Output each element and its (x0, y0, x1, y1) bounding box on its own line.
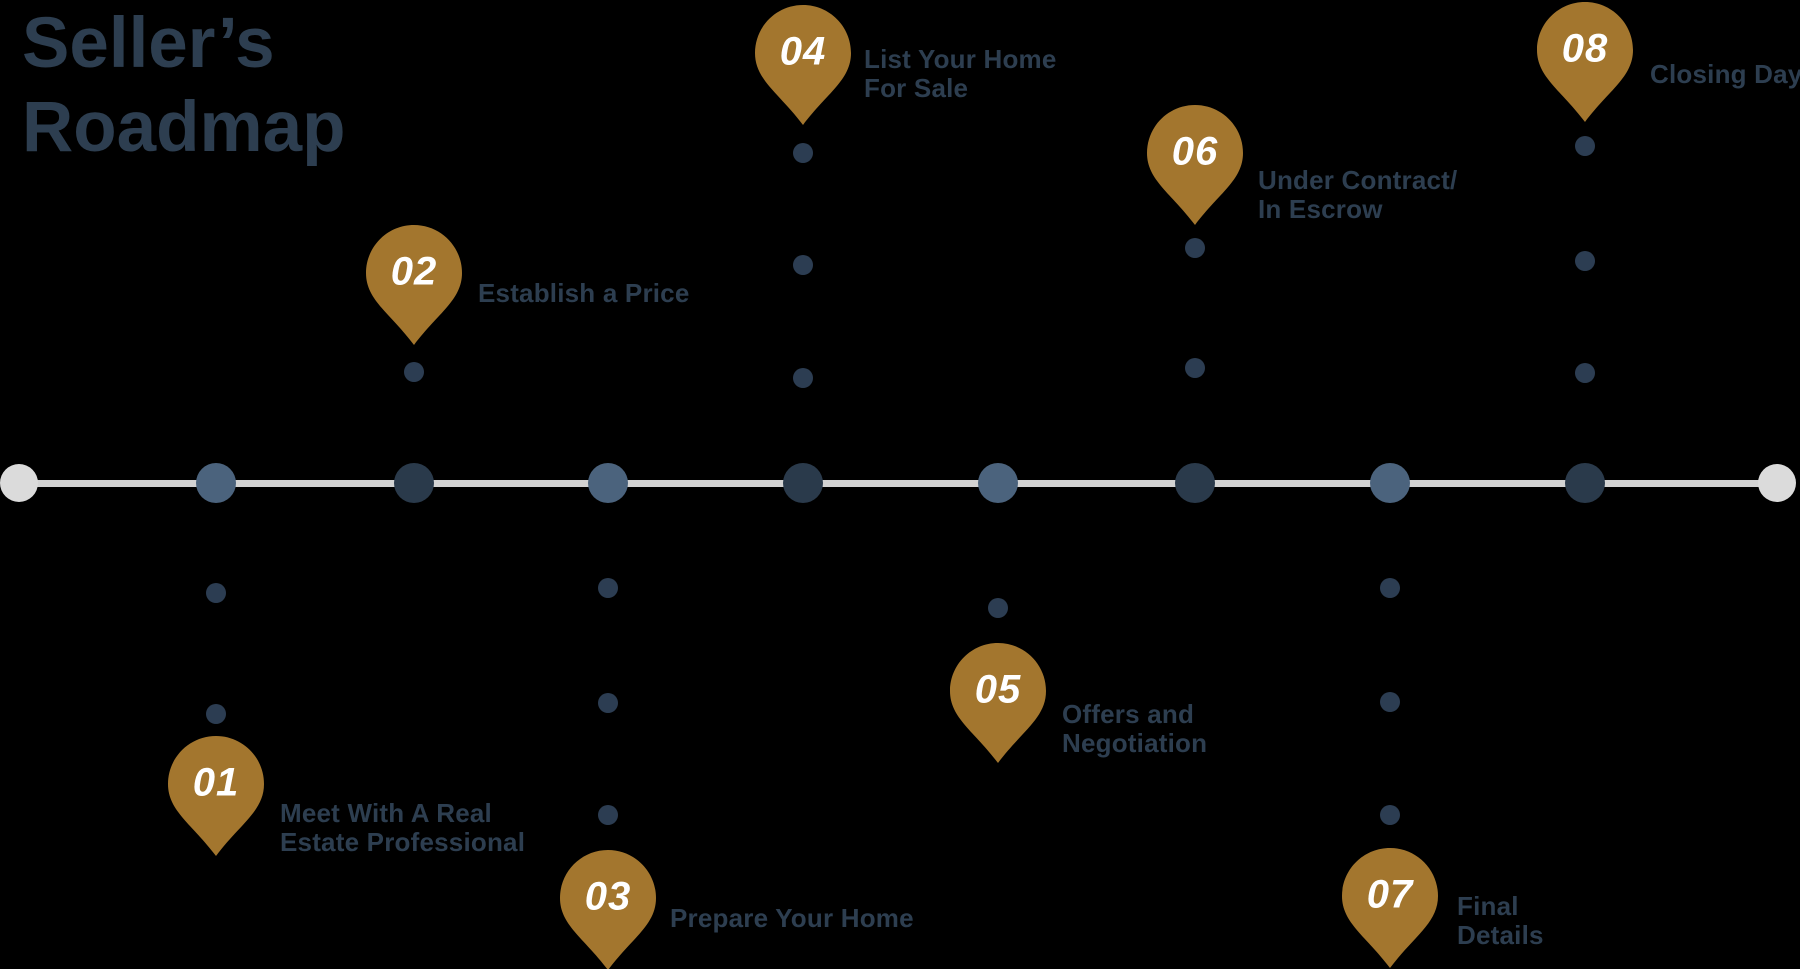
step-pin-04: 04 (755, 5, 851, 125)
step-number: 06 (1171, 129, 1219, 174)
map-pin-icon (366, 225, 462, 345)
step-pin-08: 08 (1537, 2, 1633, 122)
step-pin-06: 06 (1147, 105, 1243, 225)
step-pin-05: 05 (950, 643, 1046, 763)
step-label-line: Final (1457, 891, 1519, 921)
connector-dot (1575, 251, 1595, 271)
step-label-line: Under Contract/ (1258, 165, 1458, 195)
step-label-08: Closing Day (1650, 60, 1800, 89)
connector-dot (598, 693, 618, 713)
connector-dot (1575, 136, 1595, 156)
step-label-line: List Your Home (864, 44, 1057, 74)
step-number: 07 (1366, 872, 1414, 917)
step-label-03: Prepare Your Home (670, 904, 914, 933)
timeline-node-7 (1370, 463, 1410, 503)
map-pin-icon (1147, 105, 1243, 225)
timeline-end-endpoint (1758, 464, 1796, 502)
step-label-line: Establish a Price (478, 278, 690, 308)
step-number: 01 (192, 760, 240, 805)
timeline-line (19, 480, 1777, 487)
step-label-04: List Your Home For Sale (864, 45, 1057, 103)
connector-dot (1185, 358, 1205, 378)
step-number: 04 (779, 29, 827, 74)
title-line-2: Roadmap (22, 88, 346, 167)
connector-dot (598, 805, 618, 825)
timeline-node-8 (1565, 463, 1605, 503)
connector-dot (598, 578, 618, 598)
page-title: Seller’s Roadmap (22, 2, 346, 170)
step-label-line: Offers and (1062, 699, 1195, 729)
step-label-line: Negotiation (1062, 728, 1208, 758)
connector-dot (206, 583, 226, 603)
connector-dot (1575, 363, 1595, 383)
connector-dot (1185, 238, 1205, 258)
step-label-07: Final Details (1457, 892, 1544, 950)
connector-dot (404, 362, 424, 382)
timeline-start-endpoint (0, 464, 38, 502)
step-label-line: Prepare Your Home (670, 903, 914, 933)
step-label-line: Estate Professional (280, 827, 526, 857)
step-label-line: For Sale (864, 73, 969, 103)
step-label-line: Meet With A Real (280, 798, 492, 828)
map-pin-icon (1537, 2, 1633, 122)
map-pin-icon (168, 736, 264, 856)
timeline-node-1 (196, 463, 236, 503)
step-label-01: Meet With A Real Estate Professional (280, 799, 525, 857)
step-pin-07: 07 (1342, 848, 1438, 968)
step-number: 03 (584, 874, 632, 919)
connector-dot (793, 368, 813, 388)
connector-dot (988, 598, 1008, 618)
step-pin-01: 01 (168, 736, 264, 856)
step-label-05: Offers and Negotiation (1062, 700, 1207, 758)
connector-dot (1380, 805, 1400, 825)
step-label-line: Closing Day (1650, 59, 1800, 89)
timeline-node-2 (394, 463, 434, 503)
timeline-node-4 (783, 463, 823, 503)
step-pin-02: 02 (366, 225, 462, 345)
connector-dot (793, 143, 813, 163)
step-label-line: In Escrow (1258, 194, 1383, 224)
timeline-node-3 (588, 463, 628, 503)
connector-dot (1380, 578, 1400, 598)
timeline-node-6 (1175, 463, 1215, 503)
step-number: 02 (390, 249, 438, 294)
step-number: 08 (1561, 26, 1609, 71)
step-number: 05 (974, 667, 1022, 712)
connector-dot (1380, 692, 1400, 712)
connector-dot (206, 704, 226, 724)
step-label-02: Establish a Price (478, 279, 690, 308)
step-label-line: Details (1457, 920, 1544, 950)
step-label-06: Under Contract/In Escrow (1258, 166, 1457, 224)
map-pin-icon (950, 643, 1046, 763)
timeline-node-5 (978, 463, 1018, 503)
connector-dot (793, 255, 813, 275)
map-pin-icon (755, 5, 851, 125)
map-pin-icon (560, 850, 656, 969)
step-pin-03: 03 (560, 850, 656, 969)
title-line-1: Seller’s (22, 4, 275, 83)
map-pin-icon (1342, 848, 1438, 968)
